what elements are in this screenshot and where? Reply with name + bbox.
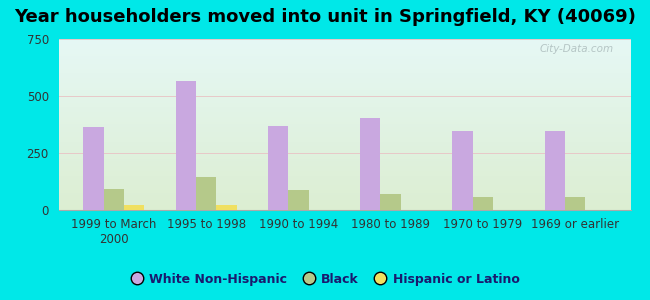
- Bar: [380, 194, 401, 210]
- Bar: [216, 206, 237, 210]
- Bar: [104, 190, 124, 210]
- Bar: [124, 206, 144, 210]
- Bar: [196, 177, 216, 210]
- Bar: [452, 131, 473, 210]
- Bar: [268, 126, 288, 210]
- Bar: [545, 131, 565, 210]
- Bar: [176, 81, 196, 210]
- Bar: [83, 127, 104, 210]
- Text: City-Data.com: City-Data.com: [540, 44, 614, 54]
- Bar: [565, 197, 585, 210]
- Text: Year householders moved into unit in Springfield, KY (40069): Year householders moved into unit in Spr…: [14, 8, 636, 26]
- Bar: [288, 190, 309, 210]
- Bar: [473, 197, 493, 210]
- Legend: White Non-Hispanic, Black, Hispanic or Latino: White Non-Hispanic, Black, Hispanic or L…: [125, 268, 525, 291]
- Bar: [360, 118, 380, 210]
